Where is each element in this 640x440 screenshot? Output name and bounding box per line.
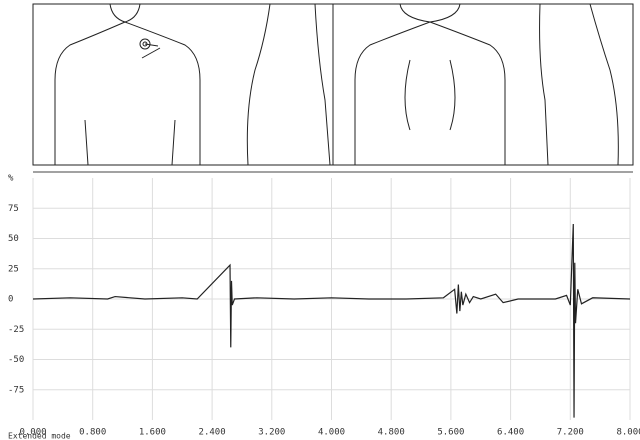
body-back xyxy=(354,3,506,165)
x-tick-label: 7.200 xyxy=(557,428,584,438)
electrode-lead xyxy=(141,43,161,59)
x-tick-label: 4.800 xyxy=(378,428,405,438)
x-tick-label: 3.200 xyxy=(258,428,285,438)
y-tick-label: 25 xyxy=(8,264,19,274)
x-tick-label: 4.000 xyxy=(318,428,345,438)
body-side xyxy=(246,3,331,166)
x-tick-label: 8.000 xyxy=(616,428,640,438)
annotation: Extended mode xyxy=(8,432,71,440)
y-tick-label: 75 xyxy=(8,204,19,214)
y-tick-label: 50 xyxy=(8,234,19,244)
y-tick-label: -25 xyxy=(8,325,24,335)
body-front xyxy=(54,3,201,166)
x-tick-label: 5.600 xyxy=(437,428,464,438)
y-tick-label: -50 xyxy=(8,355,24,365)
x-tick-label: 0.000 xyxy=(19,428,46,438)
signal-line xyxy=(32,223,631,418)
x-tick-label: 6.400 xyxy=(497,428,524,438)
x-tick-label: 1.600 xyxy=(139,428,166,438)
body-side xyxy=(539,3,619,166)
x-tick-label: 2.400 xyxy=(199,428,226,438)
y-tick-label: 0 xyxy=(8,295,13,305)
y-axis-label: % xyxy=(8,174,14,184)
electrode xyxy=(139,38,151,50)
body-map xyxy=(32,3,634,166)
y-tick-label: -75 xyxy=(8,385,24,395)
x-tick-label: 0.800 xyxy=(79,428,106,438)
